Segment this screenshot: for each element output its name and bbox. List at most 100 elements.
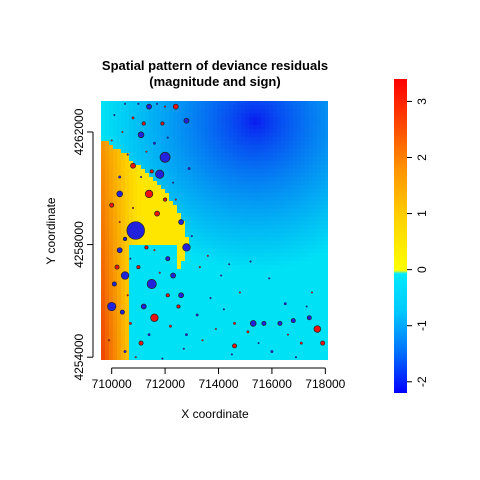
- surface-cell: [141, 161, 146, 166]
- surface-cell: [229, 265, 234, 270]
- surface-cell: [221, 217, 226, 222]
- residual-point: [132, 206, 135, 210]
- surface-cell: [101, 137, 106, 142]
- surface-cell: [241, 209, 246, 214]
- surface-cell: [169, 153, 174, 158]
- surface-cell: [241, 181, 246, 186]
- surface-cell: [237, 173, 242, 178]
- surface-cell: [105, 105, 110, 110]
- residual-point: [114, 264, 120, 270]
- surface-cell: [201, 325, 206, 330]
- surface-cell: [173, 153, 178, 158]
- surface-cell: [193, 177, 198, 182]
- surface-cell: [289, 177, 294, 182]
- residual-point: [164, 105, 167, 108]
- surface-cell: [317, 353, 322, 358]
- surface-cell: [125, 277, 130, 282]
- surface-cell: [177, 321, 182, 326]
- surface-cell: [249, 153, 254, 158]
- surface-cell: [221, 337, 226, 342]
- surface-cell: [313, 229, 318, 234]
- surface-cell: [217, 113, 222, 118]
- surface-cell: [213, 105, 218, 110]
- y-axis-label: Y coordinate: [44, 197, 58, 264]
- surface-cell: [265, 129, 270, 134]
- surface-cell: [245, 273, 250, 278]
- surface-cell: [101, 133, 106, 138]
- surface-cell: [169, 213, 174, 218]
- surface-cell: [229, 349, 234, 354]
- surface-cell: [265, 193, 270, 198]
- surface-cell: [289, 313, 294, 318]
- surface-cell: [189, 181, 194, 186]
- surface-cell: [197, 141, 202, 146]
- surface-cell: [301, 189, 306, 194]
- x-axis-label: X coordinate: [181, 407, 249, 421]
- surface-cell: [105, 257, 110, 262]
- surface-cell: [141, 181, 146, 186]
- surface-cell: [117, 321, 122, 326]
- surface-cell: [277, 109, 282, 114]
- surface-cell: [137, 209, 142, 214]
- surface-cell: [137, 189, 142, 194]
- surface-cell: [293, 209, 298, 214]
- surface-cell: [197, 181, 202, 186]
- surface-cell: [173, 305, 178, 310]
- surface-cell: [193, 105, 198, 110]
- surface-cell: [225, 173, 230, 178]
- surface-cell: [317, 345, 322, 350]
- surface-cell: [221, 193, 226, 198]
- surface-cell: [153, 265, 158, 270]
- surface-cell: [217, 145, 222, 150]
- surface-cell: [301, 341, 306, 346]
- surface-cell: [241, 309, 246, 314]
- surface-cell: [173, 181, 178, 186]
- surface-cell: [165, 357, 170, 360]
- surface-cell: [221, 133, 226, 138]
- surface-cell: [165, 241, 170, 246]
- surface-cell: [209, 113, 214, 118]
- surface-cell: [325, 337, 328, 342]
- surface-cell: [137, 205, 142, 210]
- surface-cell: [209, 217, 214, 222]
- surface-cell: [197, 225, 202, 230]
- surface-cell: [177, 325, 182, 330]
- surface-cell: [257, 297, 262, 302]
- surface-cell: [133, 317, 138, 322]
- surface-cell: [273, 181, 278, 186]
- surface-cell: [261, 329, 266, 334]
- surface-cell: [145, 213, 150, 218]
- surface-cell: [197, 321, 202, 326]
- surface-cell: [125, 349, 130, 354]
- surface-cell: [293, 281, 298, 286]
- surface-cell: [153, 349, 158, 354]
- surface-cell: [117, 213, 122, 218]
- surface-cell: [313, 353, 318, 358]
- surface-cell: [221, 301, 226, 306]
- surface-cell: [301, 317, 306, 322]
- surface-cell: [165, 205, 170, 210]
- surface-cell: [105, 321, 110, 326]
- surface-cell: [141, 357, 146, 360]
- surface-cell: [129, 137, 134, 142]
- surface-cell: [273, 305, 278, 310]
- surface-cell: [225, 353, 230, 358]
- surface-cell: [177, 261, 182, 266]
- surface-cell: [165, 177, 170, 182]
- surface-cell: [233, 349, 238, 354]
- surface-cell: [293, 325, 298, 330]
- surface-cell: [165, 105, 170, 110]
- surface-cell: [305, 125, 310, 130]
- x-tick-label: 710000: [92, 377, 132, 391]
- surface-cell: [237, 305, 242, 310]
- surface-cell: [165, 197, 170, 202]
- surface-cell: [129, 277, 134, 282]
- surface-cell: [141, 157, 146, 162]
- surface-cell: [265, 313, 270, 318]
- surface-cell: [285, 245, 290, 250]
- surface-cell: [217, 197, 222, 202]
- surface-cell: [253, 245, 258, 250]
- surface-cell: [289, 189, 294, 194]
- surface-cell: [101, 337, 106, 342]
- surface-cell: [237, 225, 242, 230]
